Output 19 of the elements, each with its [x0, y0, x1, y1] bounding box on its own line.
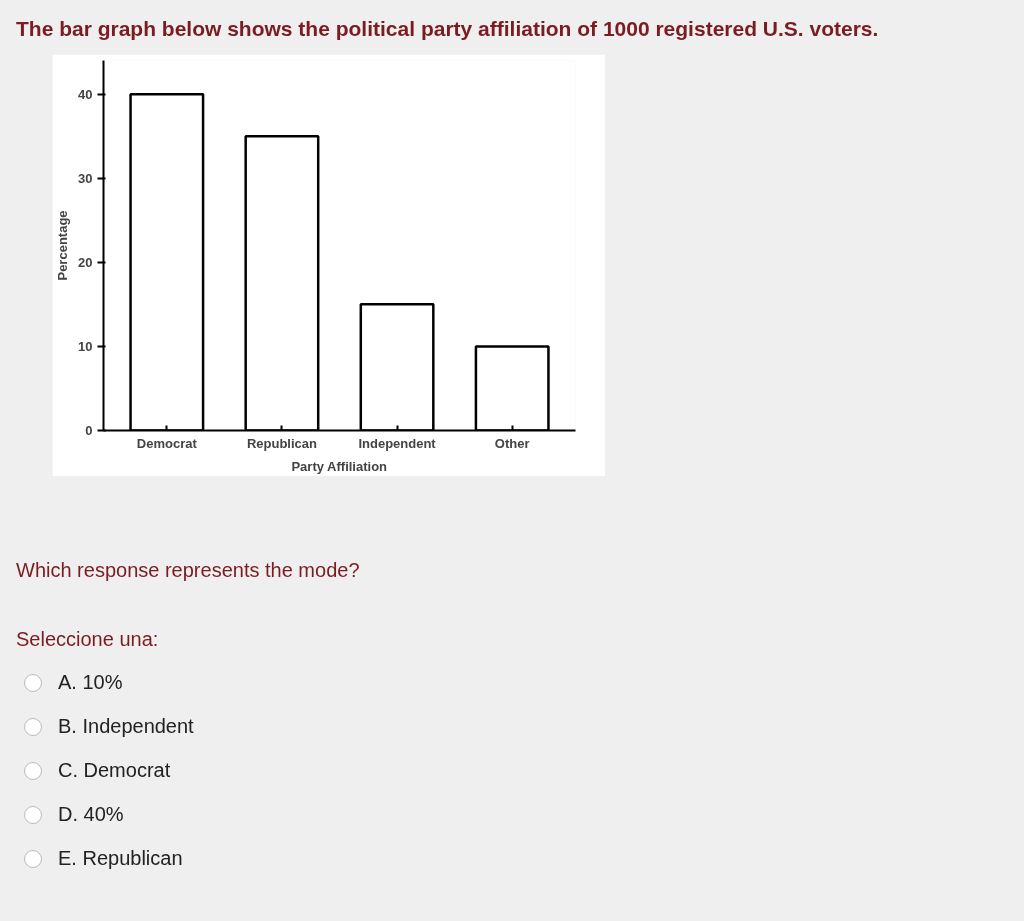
text: B. Independent: [58, 715, 194, 738]
y-tick-label: 20: [78, 254, 93, 270]
y-tick-label: 40: [78, 86, 93, 102]
y-axis-title: Percentage: [55, 210, 71, 281]
text: C. Democrat: [58, 759, 171, 782]
x-tick-label: Independent: [358, 435, 437, 451]
text: D. 40%: [58, 803, 124, 826]
x-tick-label: Other: [494, 435, 530, 451]
y-tick-label: 10: [78, 338, 93, 354]
y-tick-label: 0: [85, 423, 93, 438]
chart-title: The bar graph below shows the political party affiliation of 1000 registered U.S. voters.: [16, 16, 879, 42]
x-tick-label: Democrat: [136, 435, 198, 451]
text: E. Republican: [58, 847, 183, 870]
text: A. 10%: [58, 671, 123, 694]
x-tick-label: Republican: [246, 435, 318, 451]
text: Seleccione una:: [16, 626, 159, 652]
text: Which response represents the mode?: [16, 558, 360, 583]
x-axis-title: Party Affiliation: [291, 458, 388, 474]
y-tick-label: 30: [78, 170, 93, 186]
